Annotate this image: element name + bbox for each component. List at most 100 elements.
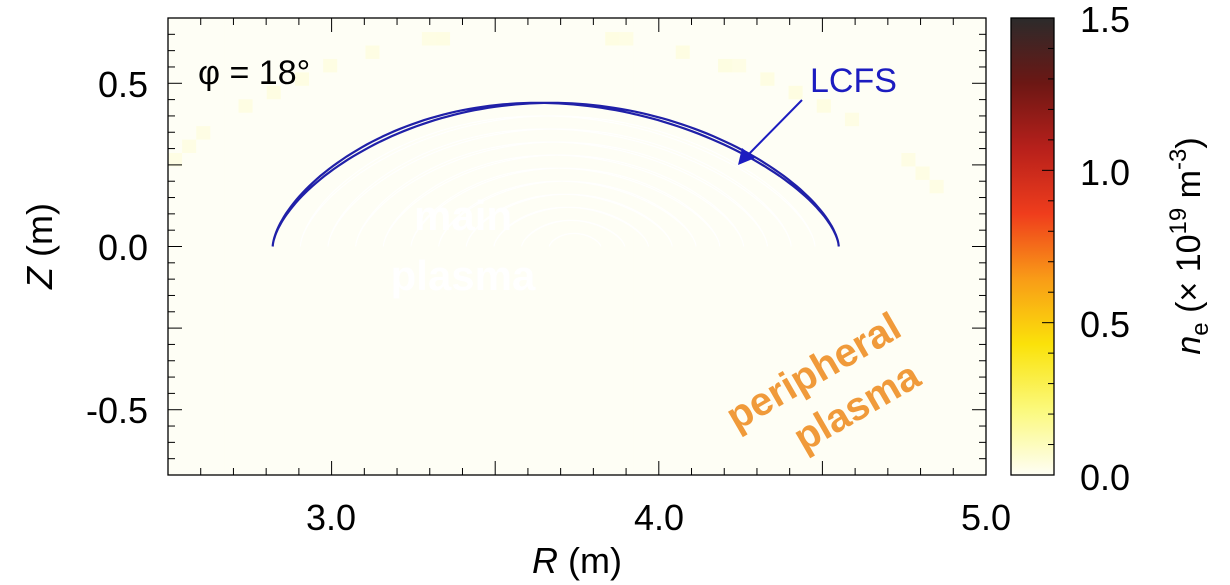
heatmap-cell bbox=[393, 461, 409, 475]
heatmap-cell bbox=[365, 273, 381, 288]
heatmap-cell bbox=[337, 246, 352, 261]
heatmap-cell bbox=[661, 259, 677, 274]
heatmap-cell bbox=[647, 259, 663, 274]
heatmap-cell bbox=[873, 152, 888, 167]
heatmap-cell bbox=[182, 219, 197, 234]
heatmap-cell bbox=[450, 286, 465, 301]
heatmap-cell bbox=[464, 461, 479, 475]
heatmap-cell bbox=[224, 461, 240, 475]
heatmap-cell bbox=[548, 179, 564, 194]
heatmap-cell bbox=[689, 233, 705, 248]
heatmap-cell bbox=[732, 71, 747, 86]
heatmap-cell bbox=[901, 18, 917, 33]
heatmap-cell bbox=[407, 313, 423, 328]
heatmap-cell bbox=[802, 71, 818, 86]
heatmap-cell bbox=[633, 273, 649, 288]
heatmap-cell bbox=[887, 286, 902, 301]
heatmap-cell bbox=[718, 58, 733, 73]
heatmap-cell bbox=[210, 354, 226, 369]
heatmap-cell bbox=[647, 313, 663, 328]
heatmap-cell bbox=[901, 313, 917, 328]
heatmap-cell bbox=[943, 71, 959, 86]
heatmap-cell bbox=[788, 125, 804, 140]
heatmap-cell bbox=[309, 273, 324, 288]
heatmap-cell bbox=[182, 179, 197, 194]
heatmap-cell bbox=[774, 273, 790, 288]
heatmap-cell bbox=[506, 313, 522, 328]
heatmap-cell bbox=[464, 448, 479, 463]
heatmap-cell bbox=[816, 340, 832, 355]
heatmap-cell bbox=[774, 327, 790, 342]
heatmap-cell bbox=[901, 71, 917, 86]
heatmap-cell bbox=[718, 85, 733, 100]
heatmap-cell bbox=[421, 286, 437, 301]
heatmap-cell bbox=[337, 44, 352, 59]
heatmap-cell bbox=[788, 461, 804, 475]
heatmap-cell bbox=[591, 259, 606, 274]
heatmap-cell bbox=[760, 286, 776, 301]
heatmap-cell bbox=[887, 421, 902, 436]
heatmap-cell bbox=[647, 233, 663, 248]
heatmap-cell bbox=[182, 259, 197, 274]
heatmap-cell bbox=[182, 421, 197, 436]
heatmap-cell bbox=[266, 259, 282, 274]
heatmap-cell bbox=[337, 58, 352, 73]
heatmap-cell bbox=[323, 354, 338, 369]
heatmap-cell bbox=[788, 394, 804, 409]
heatmap-cell bbox=[957, 206, 973, 221]
heatmap-cell bbox=[732, 394, 747, 409]
heatmap-cell bbox=[266, 71, 282, 86]
heatmap-cell bbox=[802, 421, 818, 436]
lcfs-arrow bbox=[738, 99, 803, 165]
heatmap-cell bbox=[830, 286, 846, 301]
heatmap-cell bbox=[675, 380, 691, 395]
heatmap-cell bbox=[675, 448, 691, 463]
heatmap-cell bbox=[816, 448, 832, 463]
heatmap-cell bbox=[478, 233, 493, 248]
heatmap-cell bbox=[548, 112, 564, 127]
heatmap-cell bbox=[689, 112, 705, 127]
heatmap-cell bbox=[689, 259, 705, 274]
heatmap-cell bbox=[337, 300, 352, 315]
heatmap-cell bbox=[309, 448, 324, 463]
heatmap-cell bbox=[224, 340, 240, 355]
heatmap-cell bbox=[732, 434, 747, 449]
heatmap-cell bbox=[591, 380, 606, 395]
heatmap-cell bbox=[915, 461, 931, 475]
heatmap-cell bbox=[746, 300, 761, 315]
heatmap-cell bbox=[365, 58, 381, 73]
heatmap-cell bbox=[901, 340, 917, 355]
heatmap-cell bbox=[351, 98, 367, 113]
heatmap-cell bbox=[605, 286, 620, 301]
heatmap-cell bbox=[435, 259, 451, 274]
heatmap-cell bbox=[562, 421, 578, 436]
heatmap-cell bbox=[323, 18, 338, 33]
heatmap-cell bbox=[562, 138, 578, 154]
heatmap-cell bbox=[224, 300, 240, 315]
heatmap-cell bbox=[591, 407, 606, 422]
heatmap-cell bbox=[577, 125, 592, 140]
heatmap-cell bbox=[393, 98, 409, 113]
heatmap-cell bbox=[534, 18, 550, 33]
heatmap-cell bbox=[182, 98, 197, 113]
heatmap-cell bbox=[929, 206, 945, 221]
heatmap-cell bbox=[619, 380, 635, 395]
heatmap-cell bbox=[746, 18, 761, 33]
heatmap-cell bbox=[309, 138, 324, 154]
heatmap-cell bbox=[873, 192, 888, 207]
heatmap-cell bbox=[464, 394, 479, 409]
heatmap-cell bbox=[168, 179, 183, 194]
heatmap-cell bbox=[393, 327, 409, 342]
heatmap-cell bbox=[816, 31, 832, 46]
heatmap-cell bbox=[718, 98, 733, 113]
heatmap-cell bbox=[351, 246, 367, 261]
heatmap-cell bbox=[323, 448, 338, 463]
heatmap-cell bbox=[844, 273, 860, 288]
heatmap-cell bbox=[168, 327, 183, 342]
heatmap-cell bbox=[435, 273, 451, 288]
heatmap-cell bbox=[633, 461, 649, 475]
heatmap-cell bbox=[450, 421, 465, 436]
heatmap-cell bbox=[844, 380, 860, 395]
main-plasma-label-line2: plasma bbox=[391, 252, 536, 299]
heatmap-cell bbox=[280, 461, 296, 475]
